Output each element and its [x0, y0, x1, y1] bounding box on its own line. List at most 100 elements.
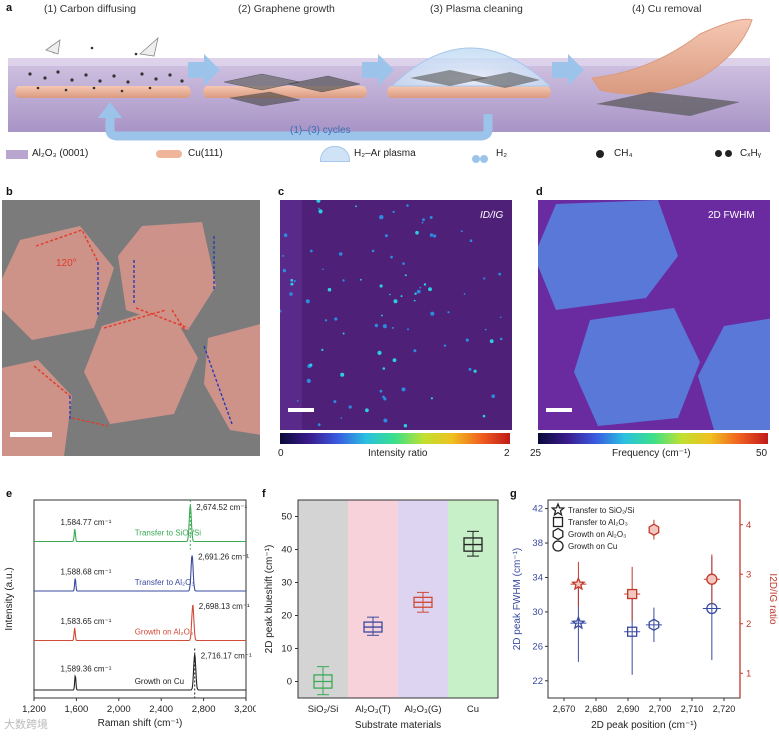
defect-point	[342, 279, 345, 282]
y-left-tick-label: 34	[532, 572, 543, 583]
2d-peak-label: 2,698.13 cm⁻¹	[199, 602, 250, 611]
2d-peak-label: 2,716.17 cm⁻¹	[201, 651, 252, 660]
defect-point	[413, 349, 417, 353]
cu-foil-1	[15, 86, 191, 98]
category-band	[298, 500, 348, 698]
fwhm-point	[627, 626, 638, 637]
y-left-axis-label: 2D peak FWHM (cm⁻¹)	[512, 548, 523, 651]
x-tick-label: 2,680	[585, 704, 608, 714]
graphene-domain	[204, 324, 260, 435]
series-name: Growth on Al₂O₃	[135, 628, 193, 637]
panel-f-label: f	[262, 488, 266, 500]
defect-point	[382, 367, 386, 370]
cycle-arrow	[105, 112, 493, 141]
y-right-tick-label: 2	[746, 619, 751, 630]
y-right-tick-label: 4	[746, 520, 751, 531]
defect-point	[379, 389, 383, 393]
defect-point	[389, 293, 391, 296]
colorbar-c	[280, 433, 510, 444]
defect-point	[391, 326, 394, 329]
panel-g-label: g	[510, 488, 517, 500]
graphene-islands	[223, 73, 361, 107]
defect-point	[491, 394, 495, 398]
x-tick-label: 1,600	[65, 704, 89, 715]
defect-point	[318, 209, 323, 214]
fwhm-ratio-scatter-chart: 2,670 2,680 2,690 2,700 2,710 2,7202226303438…	[512, 499, 778, 731]
legend-cu: Cu(111)	[188, 148, 223, 159]
y-tick-label: 30	[281, 578, 292, 589]
x-tick-label: 2,710	[681, 704, 704, 714]
defect-point	[489, 339, 494, 344]
scale-bar	[546, 408, 572, 412]
x-axis-label: Raman shift (cm⁻¹)	[98, 718, 183, 729]
legend-marker	[552, 540, 564, 552]
angle-label: 120°	[56, 258, 77, 269]
defect-point	[416, 289, 421, 294]
colorbar-c-label: Intensity ratio	[368, 448, 428, 459]
panel-c-label: c	[278, 186, 285, 198]
graphene-domain	[538, 200, 678, 310]
defect-point	[465, 338, 469, 342]
defect-point	[381, 314, 383, 317]
spectrum-line	[34, 654, 246, 691]
y-tick-label: 40	[281, 545, 292, 556]
colorbar-d-max: 50	[756, 448, 768, 459]
defect-point	[338, 252, 343, 256]
defect-point	[317, 423, 321, 427]
x-tick-label: Cu	[467, 704, 479, 715]
graphene-domain	[574, 308, 700, 426]
defect-point	[498, 272, 502, 276]
x-tick-label: 2,670	[553, 704, 576, 714]
colorbar-d	[538, 433, 768, 444]
ratio-point	[648, 523, 660, 536]
defect-point	[374, 323, 379, 328]
legend-substrate: Al₂O₃ (0001)	[32, 148, 89, 159]
x-tick-label: 3,200	[234, 704, 256, 715]
legend-h2: H₂	[496, 148, 508, 159]
defect-point	[282, 268, 287, 273]
colorbar-d-min: 25	[530, 448, 542, 459]
series-name: Transfer to Al₂O₃	[135, 578, 195, 587]
ch4-icon	[590, 148, 610, 160]
defect-point	[499, 337, 503, 341]
defect-point	[309, 249, 313, 253]
step-arrows	[188, 54, 584, 86]
x-tick-label: 2,400	[149, 704, 173, 715]
defect-point	[360, 278, 362, 281]
category-band	[448, 500, 498, 698]
defect-point	[334, 317, 338, 321]
y-tick-label: 0	[287, 677, 292, 688]
defect-point	[280, 309, 282, 313]
panel-a-label: a	[6, 2, 13, 14]
defect-point	[401, 387, 406, 392]
defect-point	[327, 287, 332, 292]
series-name: Transfer to SiO₂/Si	[135, 529, 202, 538]
y-tick-label: 10	[281, 644, 292, 655]
y-axis-label: Intensity (a.u.)	[4, 567, 15, 630]
x-tick-label: 1,200	[22, 704, 46, 715]
legend-label: Transfer to Al₂O₃	[568, 518, 628, 527]
defect-point	[433, 234, 437, 238]
defect-point	[379, 284, 383, 288]
raman-spectra-chart: 1,200 1,600 2,000 2,400 2,800 3,200 Raman shif…	[4, 499, 256, 729]
g-peak-label: 1,583.65 cm⁻¹	[61, 617, 112, 626]
g-peak-label: 1,589.36 cm⁻¹	[61, 665, 112, 674]
x-tick-label: SiO₂/Si	[308, 704, 339, 715]
defect-point	[482, 414, 486, 418]
graphene-domain	[84, 306, 198, 424]
2d-peak-label: 2,691.26 cm⁻¹	[198, 552, 249, 561]
plot-frame	[33, 499, 247, 699]
defect-point	[422, 218, 425, 222]
defect-point	[384, 234, 388, 238]
h2-icon	[472, 150, 490, 163]
defect-point	[499, 316, 502, 319]
y-right-axis-label: I2D/IG ratio	[767, 573, 778, 625]
colorbar-c-min: 0	[278, 448, 284, 459]
defect-point	[483, 277, 486, 280]
y-left-tick-label: 30	[532, 607, 543, 618]
graphene-domain	[2, 226, 114, 340]
panel-c-raman-map: ID/IG	[280, 200, 512, 430]
defect-point	[333, 400, 337, 404]
defect-point	[402, 262, 405, 265]
defect-point	[419, 286, 422, 289]
